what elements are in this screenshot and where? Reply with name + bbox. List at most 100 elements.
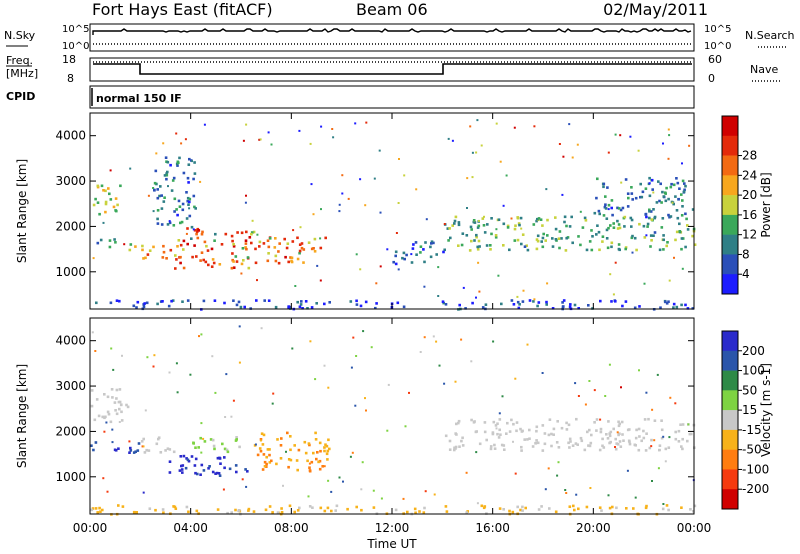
scatter-cell — [675, 230, 679, 234]
scatter-cell — [557, 446, 561, 449]
scatter-cell — [415, 188, 418, 191]
scatter-cell — [314, 378, 317, 381]
scatter-cell — [296, 300, 299, 304]
scatter-cell — [574, 382, 577, 385]
scatter-cell — [688, 432, 692, 436]
scatter-cell — [483, 430, 487, 434]
scatter-cell — [266, 239, 270, 242]
scatter-cell — [175, 362, 178, 365]
scatter-cell — [316, 451, 319, 454]
scatter-cell — [491, 431, 495, 434]
scatter-cell — [188, 207, 191, 210]
scatter-cell — [302, 248, 306, 251]
scatter-cell — [637, 427, 641, 431]
scatter-cell — [579, 243, 582, 247]
scatter-cell — [187, 459, 191, 463]
scatter-cell — [355, 505, 358, 509]
scatter-cell — [187, 510, 190, 514]
scatter-cell — [410, 253, 413, 256]
scatter-cell — [555, 441, 559, 444]
scatter-cell — [208, 465, 211, 468]
nsky-tick-bottom: 10^0 — [62, 41, 89, 52]
scatter-cell — [298, 249, 302, 253]
scatter-cell — [94, 350, 97, 352]
scatter-cell — [684, 212, 687, 216]
scatter-cell — [115, 299, 119, 302]
scatter-cell — [212, 261, 216, 265]
scatter-cell — [520, 227, 523, 230]
colorbar-segment — [722, 214, 738, 235]
scatter-cell — [191, 160, 193, 163]
scatter-cell — [626, 469, 629, 472]
scatter-cell — [648, 208, 651, 212]
scatter-cell — [174, 507, 178, 510]
scatter-cell — [406, 510, 409, 514]
scatter-cell — [491, 432, 495, 436]
scatter-cell — [541, 224, 544, 227]
scatter-cell — [188, 197, 192, 201]
scatter-cell — [201, 230, 204, 234]
scatter-cell — [513, 126, 516, 129]
scatter-cell — [235, 260, 239, 263]
scatter-cell — [198, 335, 200, 338]
scatter-cell — [476, 119, 479, 122]
scatter-cell — [442, 301, 445, 305]
scatter-cell — [669, 215, 673, 218]
scatter-cell — [266, 259, 270, 263]
scatter-cell — [223, 301, 226, 305]
scatter-cell — [306, 459, 309, 463]
scatter-cell — [338, 476, 341, 479]
scatter-cell — [588, 428, 591, 432]
scatter-cell — [223, 447, 227, 451]
scatter-cell — [259, 449, 263, 453]
scatter-cell — [218, 263, 222, 266]
scatter-cell — [460, 243, 464, 247]
scatter-cell — [478, 245, 481, 248]
scatter-cell — [275, 462, 278, 466]
scatter-cell — [471, 301, 474, 305]
scatter-cell — [617, 243, 621, 246]
scatter-cell — [104, 210, 107, 214]
scatter-cell — [324, 236, 327, 240]
scatter-cell — [352, 336, 355, 339]
scatter-cell — [666, 241, 669, 244]
scatter-cell — [616, 206, 619, 210]
scatter-cell — [240, 262, 244, 266]
scatter-cell — [309, 142, 312, 145]
nave-label: Nave — [750, 63, 778, 76]
scatter-cell — [516, 300, 520, 304]
scatter-cell — [646, 225, 649, 228]
scatter-cell — [604, 195, 607, 198]
scatter-cell — [219, 462, 222, 465]
scatter-cell — [99, 510, 102, 513]
scatter-cell — [194, 446, 197, 449]
scatter-cell — [341, 174, 344, 177]
scatter-cell — [267, 245, 271, 249]
scatter-cell — [120, 410, 123, 414]
scatter-cell — [453, 448, 456, 452]
scatter-cell — [615, 442, 618, 445]
scatter-cell — [614, 446, 616, 448]
scatter-cell — [290, 259, 293, 263]
scatter-cell — [287, 306, 290, 310]
scatter-cell — [190, 237, 193, 240]
scatter-cell — [136, 300, 140, 304]
scatter-cell — [141, 244, 144, 248]
scatter-cell — [262, 242, 266, 245]
scatter-cell — [190, 455, 194, 458]
scatter-cell — [514, 377, 517, 380]
scatter-cell — [609, 224, 612, 227]
scatter-cell — [165, 173, 169, 177]
colorbar-segment — [722, 175, 738, 196]
scatter-cell — [471, 151, 474, 154]
scatter-cell — [482, 224, 486, 227]
scatter-cell — [558, 230, 562, 233]
scatter-cell — [664, 300, 667, 304]
scatter-cell — [642, 224, 646, 228]
scatter-cell — [256, 453, 260, 457]
y-tick-label: 3000 — [55, 174, 86, 188]
scatter-cell — [616, 431, 619, 434]
scatter-cell — [134, 245, 137, 248]
scatter-cell — [630, 225, 633, 228]
scatter-cell — [317, 460, 320, 464]
